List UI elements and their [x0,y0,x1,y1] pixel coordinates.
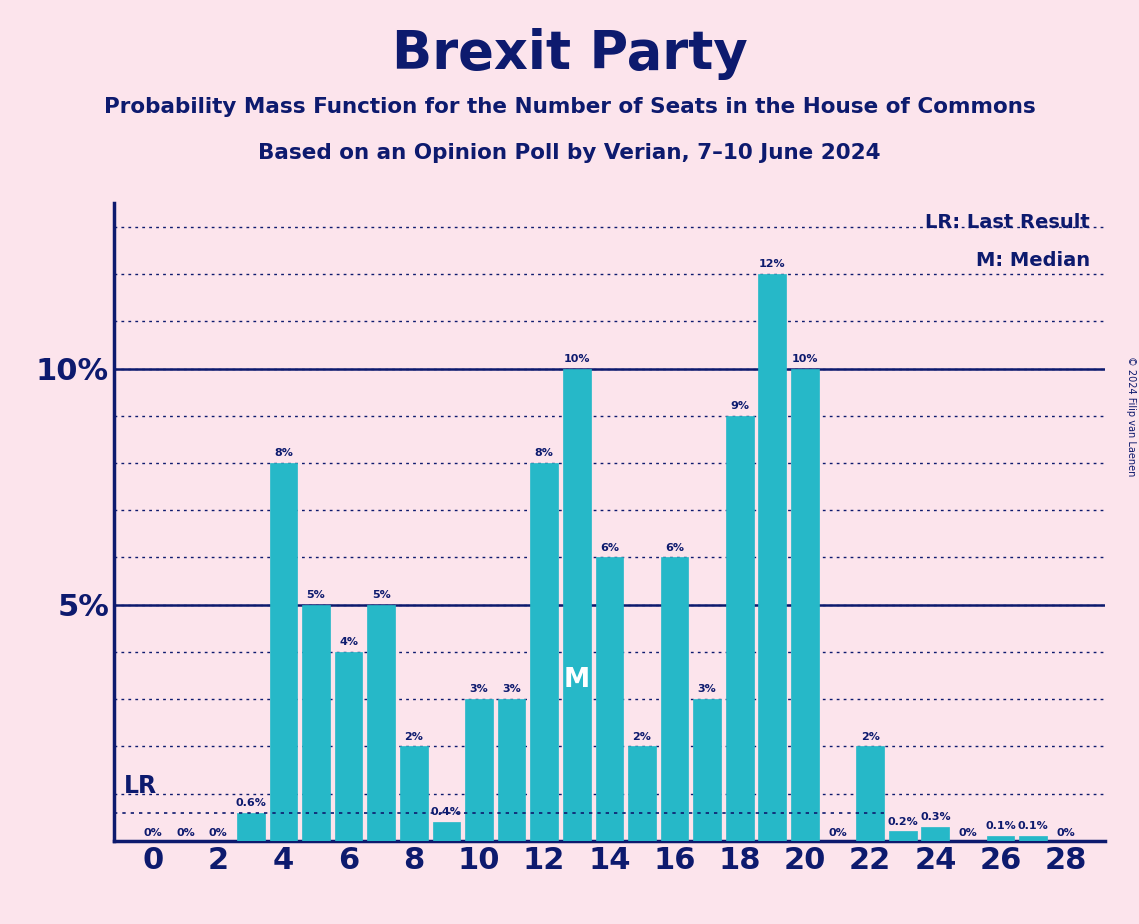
Text: 2%: 2% [404,732,424,742]
Bar [921,827,949,841]
Text: 3%: 3% [469,685,489,695]
Text: 0%: 0% [144,829,163,838]
Bar [1019,836,1047,841]
Bar [628,747,656,841]
Bar [498,699,525,841]
Bar [270,463,297,841]
Text: 5%: 5% [371,590,391,600]
Bar [726,416,754,841]
Text: 8%: 8% [274,448,293,458]
Bar [368,604,395,841]
Bar [986,836,1015,841]
Bar [759,274,786,841]
Bar [694,699,721,841]
Text: 10%: 10% [564,354,590,364]
Text: LR: Last Result: LR: Last Result [925,213,1090,232]
Bar [335,652,362,841]
Text: LR: LR [124,774,157,798]
Text: 0%: 0% [959,829,977,838]
Bar [302,604,330,841]
Text: 0%: 0% [828,829,847,838]
Text: 3%: 3% [502,685,521,695]
Text: Brexit Party: Brexit Party [392,28,747,79]
Text: 6%: 6% [600,542,618,553]
Text: 10%: 10% [792,354,818,364]
Text: M: Median: M: Median [976,251,1090,270]
Text: 0%: 0% [177,829,195,838]
Bar [237,812,264,841]
Text: 0.2%: 0.2% [887,817,918,827]
Text: 0.4%: 0.4% [431,808,461,817]
Text: 0.6%: 0.6% [236,797,267,808]
Bar [596,557,623,841]
Text: Probability Mass Function for the Number of Seats in the House of Commons: Probability Mass Function for the Number… [104,97,1035,117]
Text: 12%: 12% [759,260,786,270]
Text: 6%: 6% [665,542,685,553]
Bar [888,832,917,841]
Text: 0.1%: 0.1% [1018,821,1049,832]
Text: M: M [564,667,590,693]
Text: 0%: 0% [208,829,228,838]
Bar [563,369,591,841]
Bar [857,747,884,841]
Text: 0.1%: 0.1% [985,821,1016,832]
Text: © 2024 Filip van Laenen: © 2024 Filip van Laenen [1126,356,1136,476]
Bar [792,369,819,841]
Text: 9%: 9% [730,401,749,411]
Text: 0.3%: 0.3% [920,812,951,822]
Text: 8%: 8% [534,448,554,458]
Text: 5%: 5% [306,590,326,600]
Bar [465,699,493,841]
Text: 4%: 4% [339,638,358,647]
Text: 3%: 3% [698,685,716,695]
Bar [661,557,688,841]
Bar [400,747,427,841]
Bar [433,822,460,841]
Text: Based on an Opinion Poll by Verian, 7–10 June 2024: Based on an Opinion Poll by Verian, 7–10… [259,143,880,164]
Text: 2%: 2% [632,732,652,742]
Text: 2%: 2% [861,732,879,742]
Bar [531,463,558,841]
Text: 0%: 0% [1056,829,1075,838]
